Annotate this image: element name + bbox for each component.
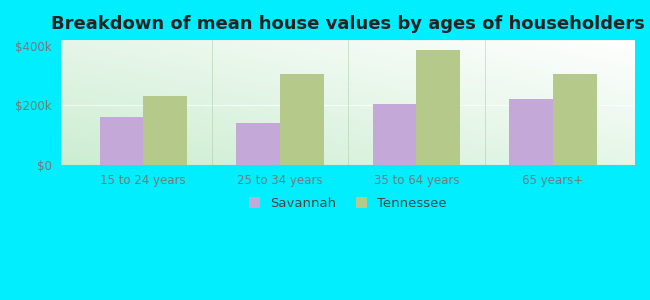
Bar xyxy=(99,117,143,165)
Bar xyxy=(372,104,417,165)
Bar xyxy=(280,74,324,165)
Bar xyxy=(143,96,187,165)
Legend: Savannah, Tennessee: Savannah, Tennessee xyxy=(250,197,447,210)
Bar xyxy=(553,74,597,165)
Bar xyxy=(417,50,460,165)
Bar xyxy=(236,123,280,165)
Title: Breakdown of mean house values by ages of householders: Breakdown of mean house values by ages o… xyxy=(51,15,645,33)
Bar xyxy=(510,99,553,165)
